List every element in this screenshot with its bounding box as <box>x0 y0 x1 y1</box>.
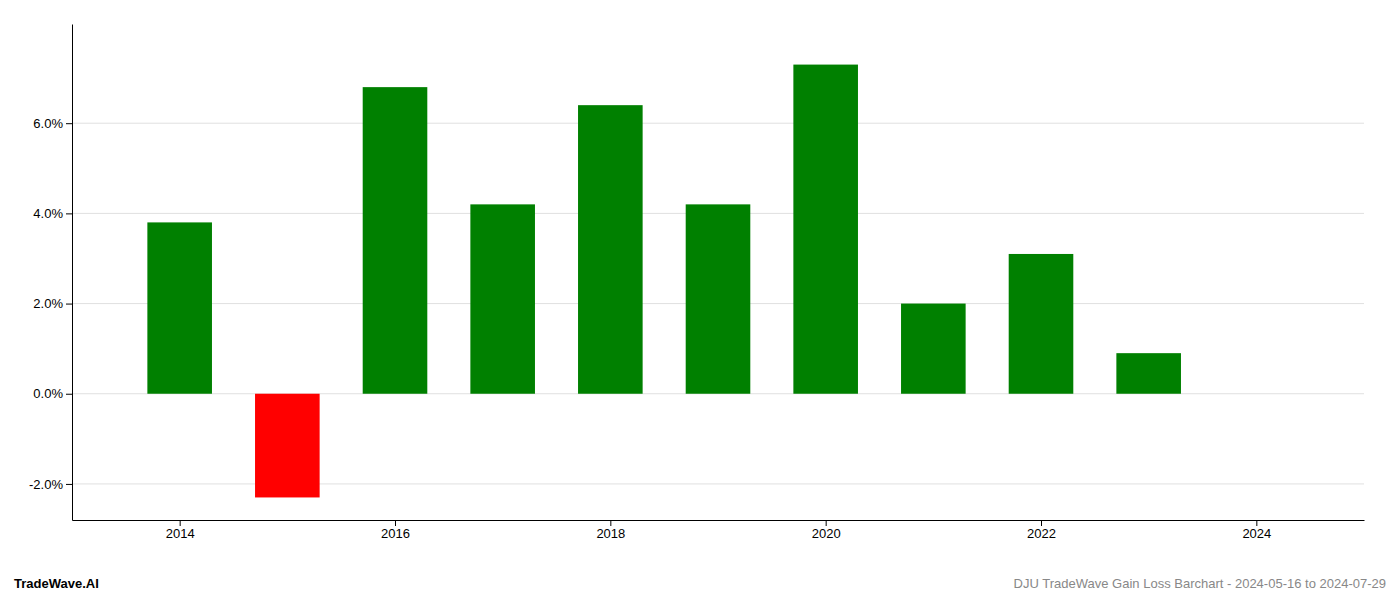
x-tick-mark <box>395 520 396 526</box>
x-tick-mark <box>1256 520 1257 526</box>
x-tick-mark <box>1041 520 1042 526</box>
y-tick: 6.0% <box>33 116 72 131</box>
bars <box>147 65 1181 498</box>
y-tick-label: 4.0% <box>33 206 63 221</box>
x-tick-label: 2016 <box>381 526 410 541</box>
y-tick-mark <box>66 304 72 305</box>
bar <box>1009 254 1074 394</box>
y-tick: 4.0% <box>33 206 72 221</box>
bar <box>686 204 751 393</box>
x-tick-label: 2020 <box>812 526 841 541</box>
plot-area: -2.0% 0.0% 2.0% 4.0% 6.0% 2014 2016 2018 2020 202… <box>29 25 1364 542</box>
x-tick: 2022 <box>1027 520 1056 541</box>
bar <box>255 394 320 498</box>
x-tick: 2020 <box>812 520 841 541</box>
x-tick: 2016 <box>381 520 410 541</box>
y-tick-label: 2.0% <box>33 296 63 311</box>
x-axis: 2014 2016 2018 2020 2022 2024 <box>73 520 1365 541</box>
x-tick: 2018 <box>596 520 625 541</box>
bar <box>578 105 643 394</box>
chart: -2.0% 0.0% 2.0% 4.0% 6.0% 2014 2016 2018 2020 202… <box>0 0 1400 600</box>
x-tick-mark <box>826 520 827 526</box>
y-tick-mark <box>66 394 72 395</box>
x-tick: 2014 <box>166 520 195 541</box>
footer-right: DJU TradeWave Gain Loss Barchart - 2024-… <box>1014 576 1386 591</box>
y-tick-mark <box>66 123 72 124</box>
y-tick-label: 6.0% <box>33 116 63 131</box>
y-tick-mark <box>66 484 72 485</box>
bar <box>1116 353 1181 394</box>
y-tick: 2.0% <box>33 296 72 311</box>
footer-left: TradeWave.AI <box>14 576 99 591</box>
bar <box>901 304 966 394</box>
y-axis: -2.0% 0.0% 2.0% 4.0% 6.0% <box>29 25 72 521</box>
y-tick: -2.0% <box>29 477 72 492</box>
bar <box>470 204 535 393</box>
x-axis-line <box>73 520 1365 521</box>
x-tick-mark <box>610 520 611 526</box>
x-tick-label: 2014 <box>166 526 195 541</box>
y-axis-line <box>72 25 73 521</box>
y-tick-mark <box>66 213 72 214</box>
x-tick-label: 2022 <box>1027 526 1056 541</box>
x-tick-label: 2018 <box>596 526 625 541</box>
x-tick: 2024 <box>1242 520 1271 541</box>
grid-line <box>72 123 1364 124</box>
bar <box>147 222 212 393</box>
y-tick: 0.0% <box>33 386 72 401</box>
bar <box>793 65 858 394</box>
x-tick-mark <box>180 520 181 526</box>
x-tick-label: 2024 <box>1242 526 1271 541</box>
y-tick-label: 0.0% <box>33 386 63 401</box>
y-tick-label: -2.0% <box>29 477 63 492</box>
bar <box>363 87 428 394</box>
